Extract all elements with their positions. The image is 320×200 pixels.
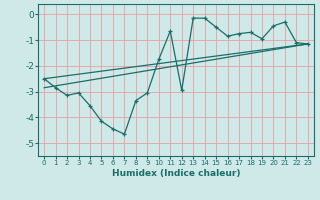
X-axis label: Humidex (Indice chaleur): Humidex (Indice chaleur) [112,169,240,178]
